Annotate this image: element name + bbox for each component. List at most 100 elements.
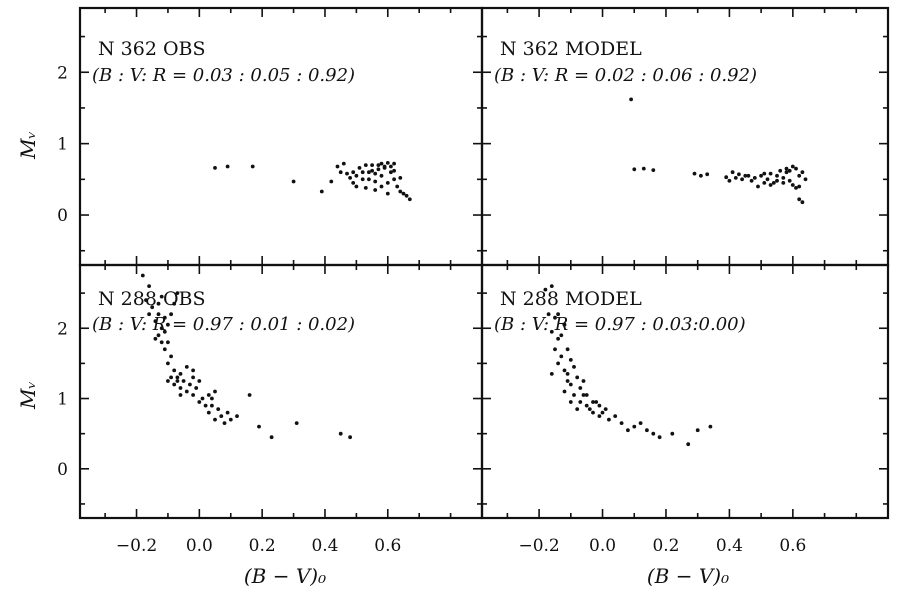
data-point (175, 379, 180, 383)
data-point (172, 368, 177, 373)
data-point (638, 421, 643, 425)
data-point (392, 177, 396, 182)
x-tick-label: −0.2 (116, 536, 157, 556)
data-point (159, 294, 164, 299)
panel-bottom-left: 0 1 2 −0.2 0.0 0.2 0.4 0.6 (57, 263, 484, 556)
data-point (181, 379, 186, 383)
data-point (348, 176, 352, 180)
data-point (159, 326, 164, 331)
data-point (549, 329, 554, 334)
data-point (257, 424, 261, 429)
x-tick-label: 0.0 (589, 536, 616, 556)
y-tick-label: 2 (57, 63, 68, 83)
data-point (797, 197, 802, 202)
data-point (213, 389, 217, 394)
data-point (800, 170, 805, 175)
data-point (768, 171, 773, 176)
data-point (191, 375, 196, 380)
data-point (794, 166, 798, 171)
data-point (166, 340, 170, 345)
data-point (575, 407, 580, 411)
data-point (641, 166, 646, 171)
data-point (162, 315, 167, 320)
data-point (216, 407, 221, 411)
data-point (379, 184, 384, 189)
data-point (578, 400, 583, 404)
data-point (803, 177, 808, 182)
data-point (651, 431, 656, 436)
panel-title-n362-obs: N 362 OBS (98, 38, 206, 60)
data-point (379, 161, 384, 166)
data-point (367, 177, 371, 182)
data-point (699, 173, 703, 178)
data-point (705, 172, 710, 177)
data-point (686, 442, 691, 447)
data-point (197, 379, 202, 383)
x-tick-label: 0.4 (716, 536, 743, 556)
data-point (184, 389, 189, 394)
data-point (778, 168, 783, 173)
panel-title-n362-model: N 362 MODEL (500, 38, 642, 60)
data-point (373, 188, 378, 192)
data-point (169, 375, 174, 380)
data-point (759, 173, 763, 178)
data-point (197, 400, 202, 404)
data-point (591, 410, 595, 415)
data-point (210, 396, 214, 401)
data-point (354, 173, 359, 178)
data-point (632, 424, 637, 429)
y-tick-label: 1 (57, 135, 68, 155)
data-point (156, 312, 161, 317)
data-point (559, 354, 564, 359)
data-point (657, 435, 662, 440)
data-point (341, 161, 346, 166)
data-point (156, 333, 161, 338)
data-point (787, 168, 792, 173)
panel-title-n288-obs: N 288 OBS (98, 288, 206, 310)
data-point (556, 361, 560, 366)
data-point (360, 177, 365, 182)
data-point (553, 347, 557, 352)
data-point (175, 291, 180, 295)
data-point (363, 186, 368, 190)
data-point (781, 176, 786, 180)
data-point (338, 170, 343, 175)
data-point (153, 336, 158, 341)
data-point (360, 170, 365, 175)
data-point (575, 375, 580, 380)
data-point (784, 166, 789, 171)
data-point (166, 379, 170, 383)
data-point (594, 400, 599, 404)
data-point (150, 305, 155, 310)
data-point (597, 414, 602, 418)
data-point (752, 176, 757, 180)
data-point (568, 358, 573, 362)
data-point (562, 322, 567, 327)
data-point (354, 184, 359, 189)
x-axis-label-left: (B − V)₀ (244, 564, 326, 588)
data-point (210, 403, 214, 408)
data-point (376, 167, 381, 172)
data-point (188, 382, 192, 387)
data-point (269, 435, 274, 440)
data-point (213, 417, 217, 422)
data-point (797, 184, 802, 189)
data-point (291, 179, 296, 184)
data-point (345, 171, 349, 176)
data-point (692, 171, 697, 176)
y-tick-label: 1 (57, 390, 68, 410)
data-point (213, 166, 217, 170)
data-point (790, 164, 795, 169)
data-point (159, 340, 164, 345)
panel-ratio-n362-model: (B : V: R = 0.02 : 0.06 : 0.92) (494, 65, 757, 86)
data-point (619, 421, 624, 425)
data-point (556, 336, 560, 341)
data-point (294, 421, 299, 425)
data-point (156, 301, 161, 306)
x-tick-label: 0.2 (249, 536, 276, 556)
data-point (382, 166, 387, 170)
data-point (373, 171, 378, 176)
data-point (562, 389, 567, 394)
y-axis-label-bottom: Mᵥ (16, 381, 40, 410)
data-point (565, 347, 570, 352)
